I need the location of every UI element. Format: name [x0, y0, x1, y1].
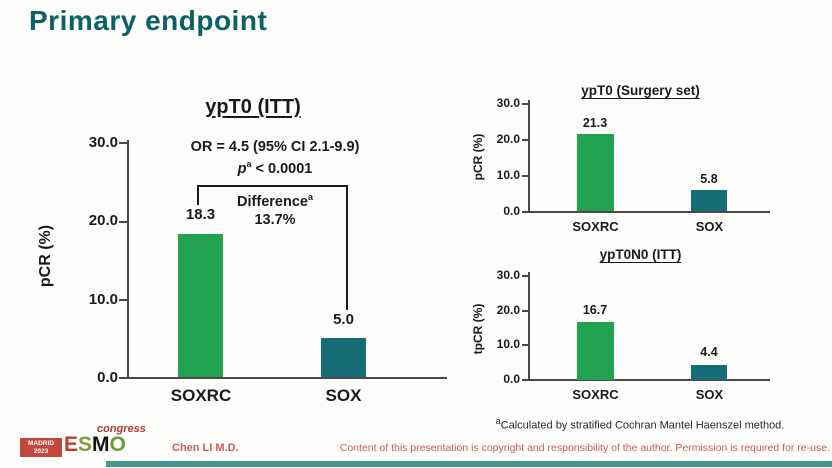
surgery-ytick-30: 30.0 — [496, 96, 520, 110]
ypt0n0-value-soxrc: 16.7 — [582, 303, 608, 317]
surgery-ytick-20: 20.0 — [496, 132, 520, 146]
difference-bracket-right-leg — [346, 185, 348, 310]
surgery-xlabel-soxrc: SOXRC — [572, 219, 619, 234]
footer-accent-bar — [106, 461, 832, 467]
surgery-chart-title: ypT0 (Surgery set) — [581, 83, 700, 98]
main-value-sox: 5.0 — [333, 311, 354, 328]
surgery-plot-area — [530, 103, 770, 211]
main-xlabel-sox: SOX — [325, 386, 362, 405]
main-bar-soxrc — [178, 233, 223, 377]
surgery-tickmark — [522, 103, 529, 105]
main-bar-sox — [321, 337, 366, 377]
p-value-annotation: pa < 0.0001 — [190, 159, 360, 177]
ypt0n0-tickmark — [522, 344, 529, 346]
logo-year: 2023 — [33, 448, 49, 456]
surgery-bar-soxrc — [577, 134, 614, 211]
ypt0n0-y-axis-label: tpCR (%) — [471, 303, 485, 355]
difference-bracket — [197, 185, 348, 205]
main-ytick-10: 10.0 — [88, 291, 118, 308]
ypt0n0-bar-sox — [691, 364, 727, 380]
p-symbol: p — [237, 160, 247, 177]
p-superscript: a — [246, 159, 252, 169]
ypt0n0-chart-title: ypT0N0 (ITT) — [599, 247, 682, 262]
difference-value: 13.7% — [254, 212, 296, 228]
main-plot-area — [128, 142, 446, 377]
ypt0n0-plot-area — [530, 276, 770, 380]
esmo-logo: ESMO — [64, 433, 126, 456]
surgery-tickmark — [522, 211, 529, 213]
surgery-y-axis-label: pCR (%) — [471, 133, 485, 181]
ypt0n0-ytick-30: 30.0 — [496, 268, 520, 282]
ypt0n0-ytick-0: 0.0 — [503, 372, 520, 386]
ypt0n0-tickmark — [522, 275, 529, 277]
esmo-madrid-badge: MADRID 2023 — [20, 438, 62, 457]
main-ytick-0: 0.0 — [97, 369, 118, 386]
main-value-soxrc: 18.3 — [185, 206, 216, 223]
p-value-text: < 0.0001 — [251, 160, 313, 177]
footnote-text: Calculated by stratified Cochran Mantel … — [500, 419, 785, 432]
main-ytick-30: 30.0 — [88, 134, 118, 151]
surgery-ytick-0: 0.0 — [503, 204, 520, 218]
author-credit: Chen LI M.D. — [172, 442, 239, 454]
ypt0n0-x-axis — [528, 379, 770, 381]
logo-venue: MADRID — [28, 440, 54, 447]
main-tickmark — [119, 377, 127, 379]
main-y-axis — [127, 140, 129, 379]
ypt0n0-tickmark — [522, 379, 529, 381]
ypt0n0-ytick-10: 10.0 — [496, 337, 520, 351]
surgery-value-soxrc: 21.3 — [582, 116, 608, 130]
main-chart-title: ypT0 (ITT) — [205, 96, 301, 118]
surgery-ytick-10: 10.0 — [496, 168, 520, 182]
or-annotation: OR = 4.5 (95% CI 2.1-9.9) — [190, 139, 360, 155]
ypt0n0-xlabel-sox: SOX — [695, 387, 724, 402]
surgery-xlabel-sox: SOX — [695, 219, 724, 234]
ypt0n0-y-axis — [528, 272, 530, 381]
main-x-axis — [127, 377, 447, 379]
ypt0n0-ytick-20: 20.0 — [496, 303, 520, 317]
ypt0n0-tickmark — [522, 310, 529, 312]
ypt0n0-value-sox: 4.4 — [700, 345, 718, 359]
footnote-superscript: a — [495, 416, 501, 426]
surgery-y-axis — [528, 100, 530, 213]
main-ytick-20: 20.0 — [88, 212, 118, 229]
congress-label: congress — [97, 423, 146, 435]
ypt0n0-bar-soxrc — [577, 322, 614, 380]
surgery-x-axis — [528, 211, 770, 213]
surgery-bar-sox — [691, 190, 727, 211]
copyright-notice: Content of this presentation is copyrigh… — [339, 442, 830, 454]
difference-superscript: a — [307, 192, 313, 202]
main-tickmark — [119, 221, 127, 223]
main-xlabel-soxrc: SOXRC — [170, 386, 232, 405]
difference-label: Differencea — [237, 192, 313, 210]
footnote: aCalculated by stratified Cochran Mantel… — [460, 416, 820, 432]
ypt0n0-xlabel-soxrc: SOXRC — [572, 387, 619, 402]
surgery-tickmark — [522, 175, 529, 177]
surgery-value-sox: 5.8 — [700, 172, 718, 186]
surgery-tickmark — [522, 139, 529, 141]
slide-title: Primary endpoint — [29, 5, 268, 36]
main-y-axis-label: pCR (%) — [37, 224, 54, 288]
main-tickmark — [119, 299, 127, 301]
main-tickmark — [119, 142, 127, 144]
